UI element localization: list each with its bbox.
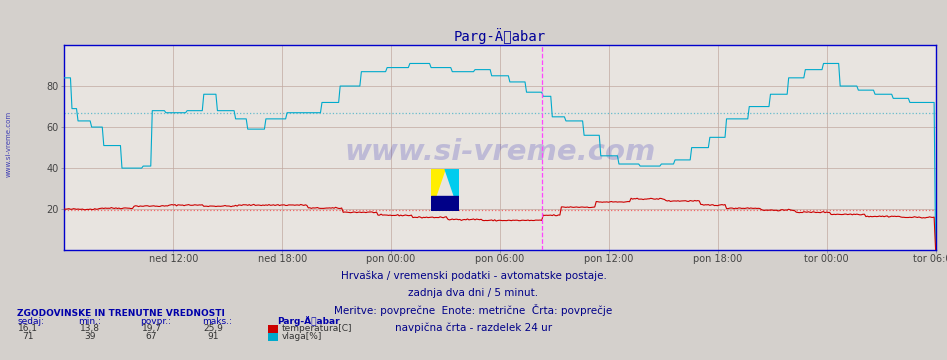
Text: www.si-vreme.com: www.si-vreme.com xyxy=(6,111,11,177)
Text: Parg-Äabar: Parg-Äabar xyxy=(277,316,340,326)
Text: 67: 67 xyxy=(146,332,157,341)
Text: povpr.:: povpr.: xyxy=(140,317,171,326)
Polygon shape xyxy=(431,169,445,211)
Text: Meritve: povprečne  Enote: metrične  Črta: povprečje: Meritve: povprečne Enote: metrične Črta:… xyxy=(334,303,613,316)
Text: min.:: min.: xyxy=(79,317,101,326)
Text: Hrvaška / vremenski podatki - avtomatske postaje.: Hrvaška / vremenski podatki - avtomatske… xyxy=(341,270,606,281)
Text: 91: 91 xyxy=(207,332,219,341)
Text: 16,1: 16,1 xyxy=(18,324,39,333)
Text: sedaj:: sedaj: xyxy=(17,317,45,326)
Text: 71: 71 xyxy=(23,332,34,341)
Text: zadnja dva dni / 5 minut.: zadnja dva dni / 5 minut. xyxy=(408,288,539,298)
Text: vlaga[%]: vlaga[%] xyxy=(282,332,323,341)
Text: www.si-vreme.com: www.si-vreme.com xyxy=(345,138,655,166)
Text: 39: 39 xyxy=(84,332,96,341)
Text: temperatura[C]: temperatura[C] xyxy=(282,324,352,333)
Text: 19,7: 19,7 xyxy=(141,324,162,333)
Title: Parg-Äabar: Parg-Äabar xyxy=(454,28,546,44)
Text: ZGODOVINSKE IN TRENUTNE VREDNOSTI: ZGODOVINSKE IN TRENUTNE VREDNOSTI xyxy=(17,309,225,318)
Polygon shape xyxy=(431,196,459,211)
Text: 13,8: 13,8 xyxy=(80,324,100,333)
Text: maks.:: maks.: xyxy=(202,317,232,326)
Text: 25,9: 25,9 xyxy=(204,324,223,333)
Polygon shape xyxy=(445,169,459,211)
Text: navpična črta - razdelek 24 ur: navpična črta - razdelek 24 ur xyxy=(395,322,552,333)
